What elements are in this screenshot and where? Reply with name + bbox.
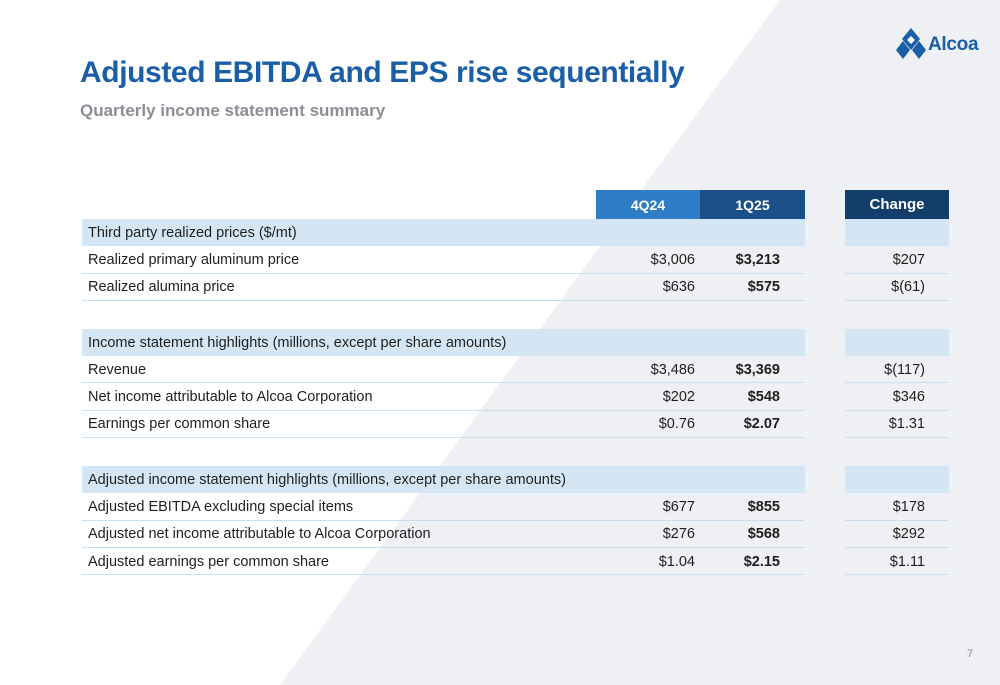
value-1q25: $855 (747, 499, 780, 516)
row-label: Net income attributable to Alcoa Corpora… (88, 389, 373, 406)
row-divider (82, 574, 805, 576)
value-1q25: $3,369 (735, 361, 780, 378)
table-row: Realized alumina price $636 $575 $(61) (82, 274, 949, 301)
row-label: Revenue (88, 361, 147, 378)
row-label: Adjusted net income attributable to Alco… (88, 526, 431, 543)
section-band (82, 328, 805, 357)
row-label: Adjusted EBITDA excluding special items (88, 499, 354, 516)
section-band (82, 219, 805, 247)
value-change: $1.31 (888, 416, 925, 433)
value-change: $207 (892, 251, 925, 268)
value-4q24: $0.76 (658, 416, 695, 433)
section-heading: Third party realized prices ($/mt) (88, 224, 297, 241)
row-divider-change (845, 272, 949, 274)
row-divider (82, 409, 805, 411)
logo-text: Alcoa (928, 34, 979, 55)
section-heading-row: Adjusted income statement highlights (mi… (82, 466, 949, 494)
column-header-4q24: 4Q24 (596, 190, 700, 219)
value-1q25: $3,213 (735, 251, 780, 268)
row-divider-change (845, 546, 949, 548)
alcoa-logo: Alcoa (896, 28, 979, 62)
table-row: Earnings per common share $0.76 $2.07 $1… (82, 411, 949, 439)
section-heading: Adjusted income statement highlights (mi… (88, 471, 566, 488)
row-label: Realized alumina price (88, 279, 235, 296)
section-heading: Income statement highlights (millions, e… (88, 334, 507, 351)
value-change: $(61) (891, 279, 925, 296)
row-divider (82, 299, 805, 301)
alcoa-diamond-logo-icon (896, 28, 926, 59)
value-change: $346 (892, 389, 925, 406)
row-divider-change (845, 519, 949, 521)
value-change: $(117) (884, 361, 925, 378)
row-divider (82, 519, 805, 521)
value-1q25: $2.07 (743, 416, 780, 433)
value-change: $178 (892, 499, 925, 516)
row-divider-change (845, 409, 949, 411)
table-row: Adjusted net income attributable to Alco… (82, 521, 949, 548)
value-change: $1.11 (889, 553, 925, 570)
value-4q24: $677 (662, 499, 695, 516)
row-label: Realized primary aluminum price (88, 251, 300, 268)
section-spacer (82, 438, 949, 466)
section-spacer (82, 301, 949, 329)
value-1q25: $548 (747, 389, 780, 406)
table-row: Adjusted earnings per common share $1.04… (82, 548, 949, 576)
table-row: Adjusted EBITDA excluding special items … (82, 493, 949, 521)
row-label: Earnings per common share (88, 416, 271, 433)
section-heading-row: Income statement highlights (millions, e… (82, 328, 949, 357)
row-divider (82, 546, 805, 548)
row-divider-change (845, 574, 949, 576)
row-divider (82, 272, 805, 274)
value-4q24: $1.04 (658, 553, 695, 570)
section-band-change (845, 328, 949, 357)
row-label: Adjusted earnings per common share (88, 553, 329, 570)
value-change: $292 (892, 526, 925, 543)
value-4q24: $3,486 (650, 361, 695, 378)
value-1q25: $575 (747, 279, 780, 296)
section-band (82, 466, 805, 494)
section-band-change (845, 466, 949, 494)
section-heading-row: Third party realized prices ($/mt) (82, 219, 949, 247)
page-number: 7 (967, 648, 974, 660)
table-row: Revenue $3,486 $3,369 $(117) (82, 356, 949, 384)
column-header-1q25: 1Q25 (700, 190, 805, 219)
value-4q24: $3,006 (650, 251, 695, 268)
row-divider-change (845, 437, 949, 439)
row-divider (82, 437, 805, 439)
table-row: Net income attributable to Alcoa Corpora… (82, 383, 949, 411)
table-row: Realized primary aluminum price $3,006 $… (82, 246, 949, 274)
value-4q24: $636 (662, 279, 695, 296)
column-header-change: Change (845, 190, 949, 219)
value-4q24: $202 (662, 389, 695, 406)
value-4q24: $276 (662, 526, 695, 543)
page-title: Adjusted EBITDA and EPS rise sequentiall… (80, 56, 685, 89)
section-band-change (845, 219, 949, 247)
row-divider-change (845, 382, 949, 384)
value-1q25: $2.15 (743, 553, 780, 570)
page-subtitle: Quarterly income statement summary (80, 101, 386, 120)
row-divider (82, 382, 805, 384)
table-body: Third party realized prices ($/mt) Reali… (82, 219, 949, 576)
value-1q25: $568 (747, 526, 780, 543)
row-divider-change (845, 299, 949, 301)
